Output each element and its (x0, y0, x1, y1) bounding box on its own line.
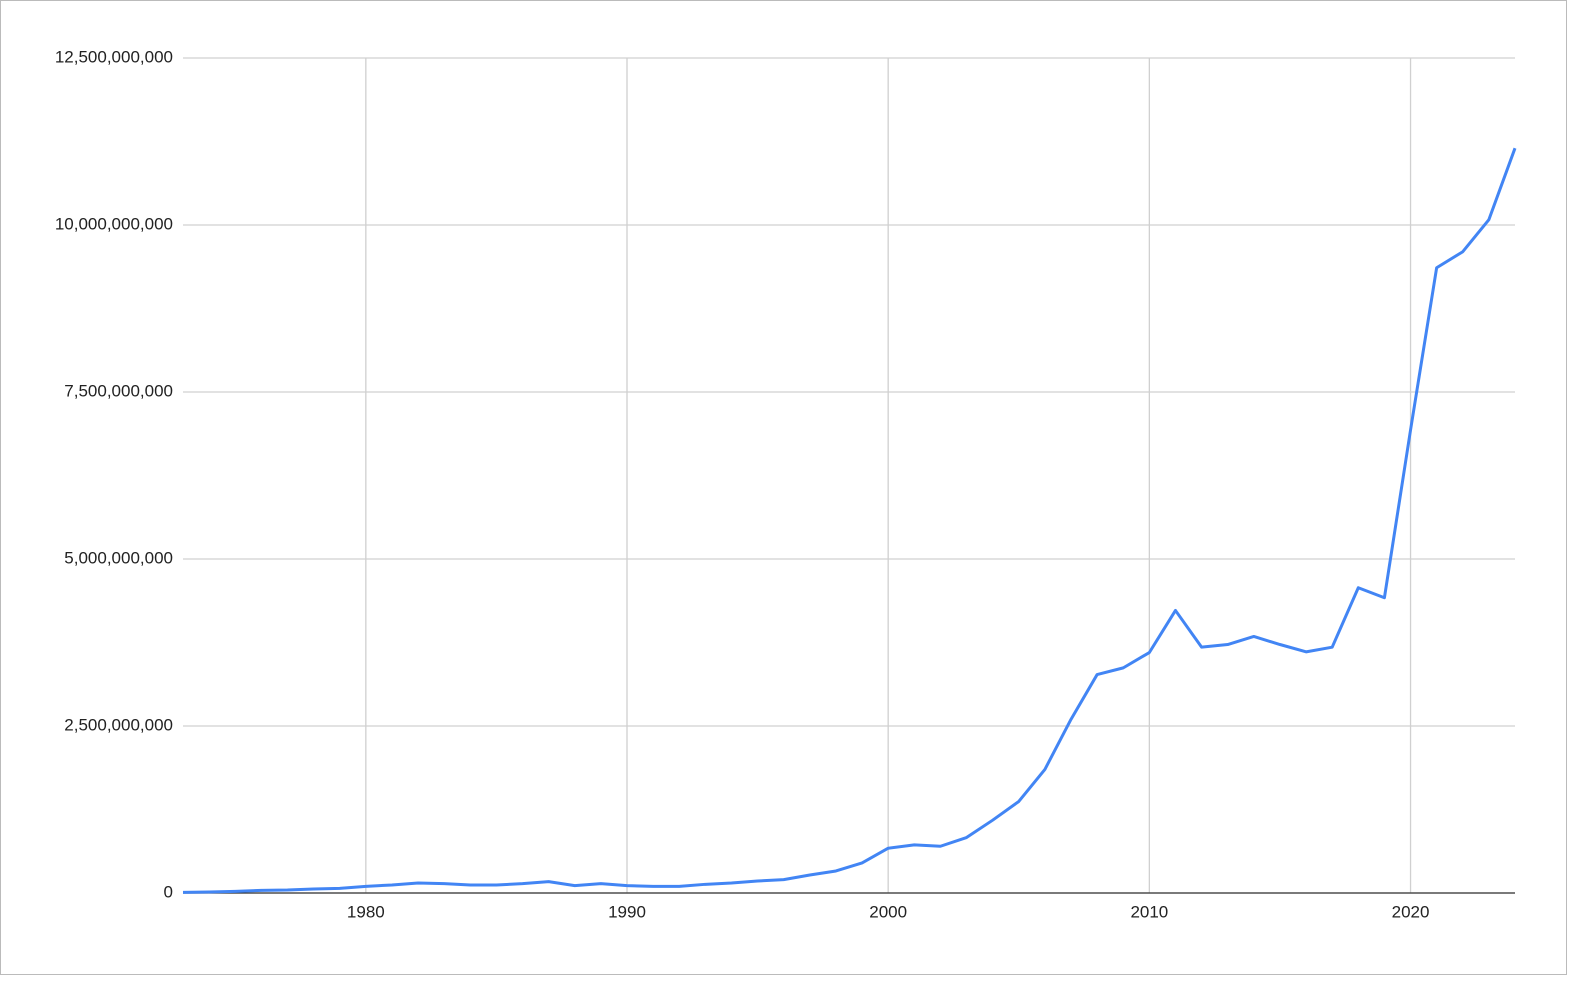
data-line (182, 147, 1517, 894)
x-tick-label: 2010 (1130, 902, 1168, 921)
x-tick-label: 2000 (869, 902, 907, 921)
x-tick-label: 2020 (1392, 902, 1430, 921)
y-tick-label: 0 (164, 882, 173, 901)
y-tick-label: 7,500,000,000 (64, 381, 173, 400)
y-tick-label: 2,500,000,000 (64, 715, 173, 734)
x-tick-label: 1990 (608, 902, 646, 921)
y-tick-label: 12,500,000,000 (55, 47, 173, 66)
y-tick-label: 10,000,000,000 (55, 214, 173, 233)
frame (0, 0, 1567, 975)
y-tick-label: 5,000,000,000 (64, 548, 173, 567)
x-tick-label: 1980 (347, 902, 385, 921)
